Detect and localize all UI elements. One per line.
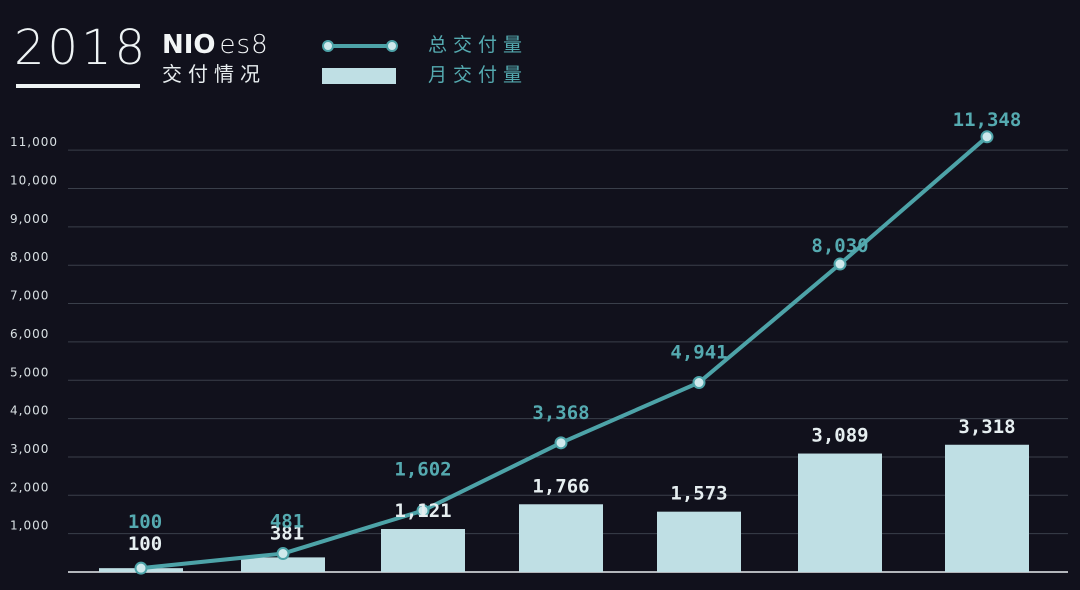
legend-bar-swatch xyxy=(322,68,396,84)
bar-data-label: 1,573 xyxy=(670,483,727,505)
line-point-total xyxy=(833,257,847,271)
y-tick-label: 10,000 xyxy=(10,174,58,188)
y-tick-label: 2,000 xyxy=(10,480,49,494)
line-point-total xyxy=(692,376,706,390)
y-tick-label: 4,000 xyxy=(10,404,49,418)
bar-monthly xyxy=(381,529,465,572)
line-point-total xyxy=(554,436,568,450)
bar-data-label: 1,121 xyxy=(394,500,451,522)
year-underline xyxy=(16,84,140,88)
line-data-label: 11,348 xyxy=(953,109,1022,131)
line-data-label: 8,030 xyxy=(811,235,868,257)
brand-logo: NIO es8 xyxy=(162,32,269,58)
y-tick-label: 5,000 xyxy=(10,365,49,379)
line-data-label: 1,602 xyxy=(394,459,451,481)
y-tick-label: 9,000 xyxy=(10,212,49,226)
brand-logo-nio: NIO xyxy=(162,30,216,60)
y-tick-label: 8,000 xyxy=(10,250,49,264)
line-point-total xyxy=(134,561,148,575)
bar-data-label: 3,318 xyxy=(958,416,1015,438)
y-tick-label: 3,000 xyxy=(10,442,49,456)
bar-data-label: 1,766 xyxy=(532,475,589,497)
bar-monthly xyxy=(945,444,1029,572)
y-tick-label: 1,000 xyxy=(10,519,49,533)
line-data-label: 3,368 xyxy=(532,402,589,424)
legend-line-swatch xyxy=(322,40,398,52)
line-point-total xyxy=(980,130,994,144)
legend-label-total: 总交付量 xyxy=(428,34,529,56)
y-tick-label: 6,000 xyxy=(10,327,49,341)
y-tick-label: 7,000 xyxy=(10,289,49,303)
line-data-label: 481 xyxy=(270,511,304,533)
brand-logo-model: es8 xyxy=(219,30,269,60)
y-tick-label: 11,000 xyxy=(10,135,58,149)
year-title: 2018 xyxy=(14,20,149,76)
bar-data-label: 381 xyxy=(270,522,304,544)
chart-subtitle: 交付情况 xyxy=(162,62,266,86)
bar-monthly xyxy=(657,511,741,572)
bar-monthly xyxy=(241,557,325,572)
line-point-total xyxy=(416,504,430,518)
line-data-label: 4,941 xyxy=(670,342,727,364)
bar-data-label: 3,089 xyxy=(811,425,868,447)
bar-monthly xyxy=(798,453,882,572)
grid-lines xyxy=(68,149,1068,535)
line-point-total xyxy=(276,547,290,561)
line-data-label: 100 xyxy=(128,511,162,533)
bar-data-label: 100 xyxy=(128,533,162,555)
bar-monthly xyxy=(519,504,603,572)
legend-label-monthly: 月交付量 xyxy=(428,64,529,86)
